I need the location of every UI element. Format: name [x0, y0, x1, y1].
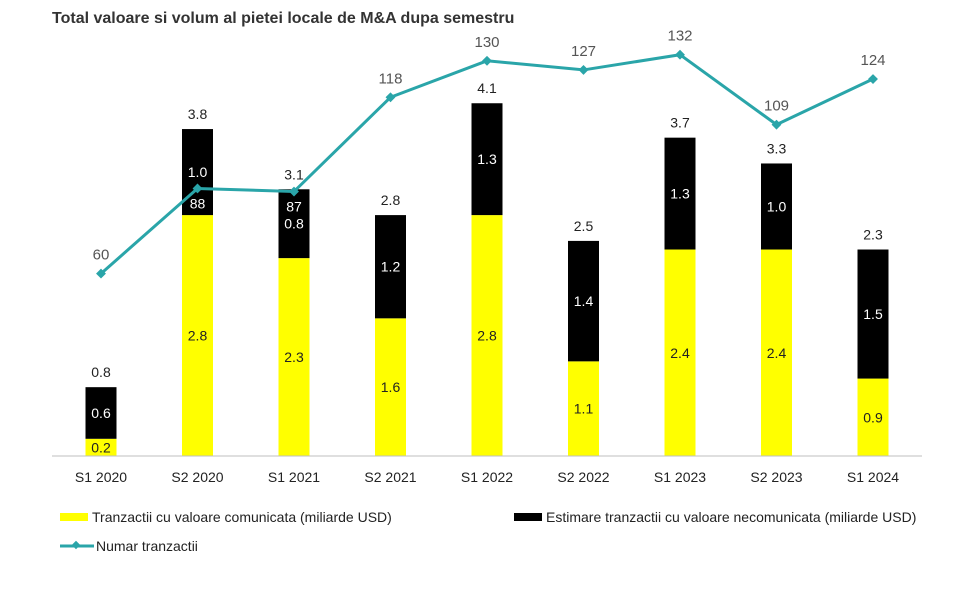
data-label-total: 0.8: [91, 364, 111, 380]
legend-label: Tranzactii cu valoare comunicata (miliar…: [92, 509, 392, 525]
line-marker: [771, 119, 782, 130]
bar-reported: [278, 258, 310, 456]
data-label-reported: 1.1: [574, 401, 594, 417]
data-label-estimated: 1.3: [670, 186, 690, 202]
line-marker: [289, 186, 299, 197]
data-label-count: 132: [667, 28, 692, 45]
data-label-count: 118: [379, 70, 403, 87]
data-label-estimated: 1.2: [381, 259, 401, 275]
data-label-total: 3.3: [767, 140, 787, 156]
line-marker: [868, 74, 878, 84]
data-label-reported: 2.8: [477, 328, 497, 344]
legend-label: Numar tranzactii: [96, 538, 198, 554]
x-tick-label: S2 2021: [364, 469, 416, 485]
x-tick-label: S1 2022: [461, 469, 513, 485]
data-label-reported: 1.6: [381, 379, 401, 395]
data-label-estimated: 0.8: [284, 216, 304, 232]
data-label-estimated: 0.6: [91, 405, 111, 421]
chart-title: Total valoare si volum al pietei locale …: [52, 10, 515, 27]
x-tick-label: S1 2023: [654, 469, 706, 485]
data-label-reported: 0.2: [91, 439, 111, 455]
data-label-estimated: 1.0: [767, 198, 787, 214]
data-label-total: 3.8: [188, 106, 208, 122]
bar-estimated: [857, 249, 889, 379]
data-label-reported: 2.8: [188, 328, 208, 344]
bar-reported: [182, 215, 213, 456]
x-tick-label: S1 2020: [75, 469, 127, 485]
data-label-count: 130: [474, 34, 499, 51]
data-label-count: 124: [860, 52, 885, 69]
data-label-total: 2.3: [863, 227, 883, 243]
bar-reported: [375, 318, 406, 456]
bar-estimated: [471, 103, 503, 216]
data-label-estimated: 1.5: [863, 306, 883, 322]
data-label-total: 3.7: [670, 115, 690, 131]
data-label-estimated: 1.4: [574, 293, 594, 309]
data-label-reported: 0.9: [863, 409, 883, 425]
data-label-total: 4.1: [477, 80, 497, 96]
x-tick-label: S2 2020: [171, 469, 223, 485]
line-marker: [192, 183, 203, 194]
legend-label: Estimare tranzactii cu valoare necomunic…: [546, 509, 917, 525]
data-label-reported: 2.3: [284, 349, 304, 365]
data-label-count: 60: [93, 247, 110, 264]
legend-line-marker-icon: [60, 540, 94, 550]
legend-item-reported: Tranzactii cu valoare comunicata (miliar…: [60, 509, 392, 525]
data-label-count: 87: [286, 199, 302, 215]
bar-estimated: [182, 129, 213, 216]
data-label-total: 2.8: [381, 192, 401, 208]
x-tick-label: S1 2021: [268, 469, 320, 485]
bar-reported: [85, 438, 117, 456]
data-label-reported: 2.4: [767, 345, 787, 361]
data-label-count: 127: [571, 43, 596, 60]
bar-estimated: [85, 387, 117, 439]
data-label-count: 109: [764, 98, 789, 115]
legend-item-count: Numar tranzactii: [60, 538, 198, 554]
data-label-total: 3.1: [284, 166, 304, 182]
line-marker: [482, 55, 492, 66]
bar-reported: [857, 378, 889, 456]
bar-reported: [761, 249, 792, 456]
legend-item-estimated: Estimare tranzactii cu valoare necomunic…: [514, 509, 916, 525]
legend-swatch-black: [514, 513, 542, 521]
data-label-estimated: 1.0: [188, 164, 208, 180]
bar-estimated: [664, 137, 696, 250]
x-tick-label: S2 2023: [750, 469, 802, 485]
bar-estimated: [568, 240, 599, 362]
x-tick-label: S1 2024: [847, 469, 899, 485]
data-label-estimated: 1.3: [477, 151, 497, 167]
bar-estimated: [278, 189, 310, 259]
line-marker: [578, 64, 589, 75]
x-tick-label: S2 2022: [557, 469, 609, 485]
line-marker: [675, 49, 685, 60]
data-label-reported: 2.4: [670, 345, 690, 361]
bar-estimated: [375, 215, 406, 319]
data-label-total: 2.5: [574, 218, 594, 234]
bar-estimated: [761, 163, 792, 250]
bar-reported: [568, 361, 599, 456]
data-label-count: 88: [190, 195, 206, 211]
bar-reported: [664, 249, 696, 456]
legend-swatch-yellow: [60, 513, 88, 521]
bar-reported: [471, 215, 503, 456]
